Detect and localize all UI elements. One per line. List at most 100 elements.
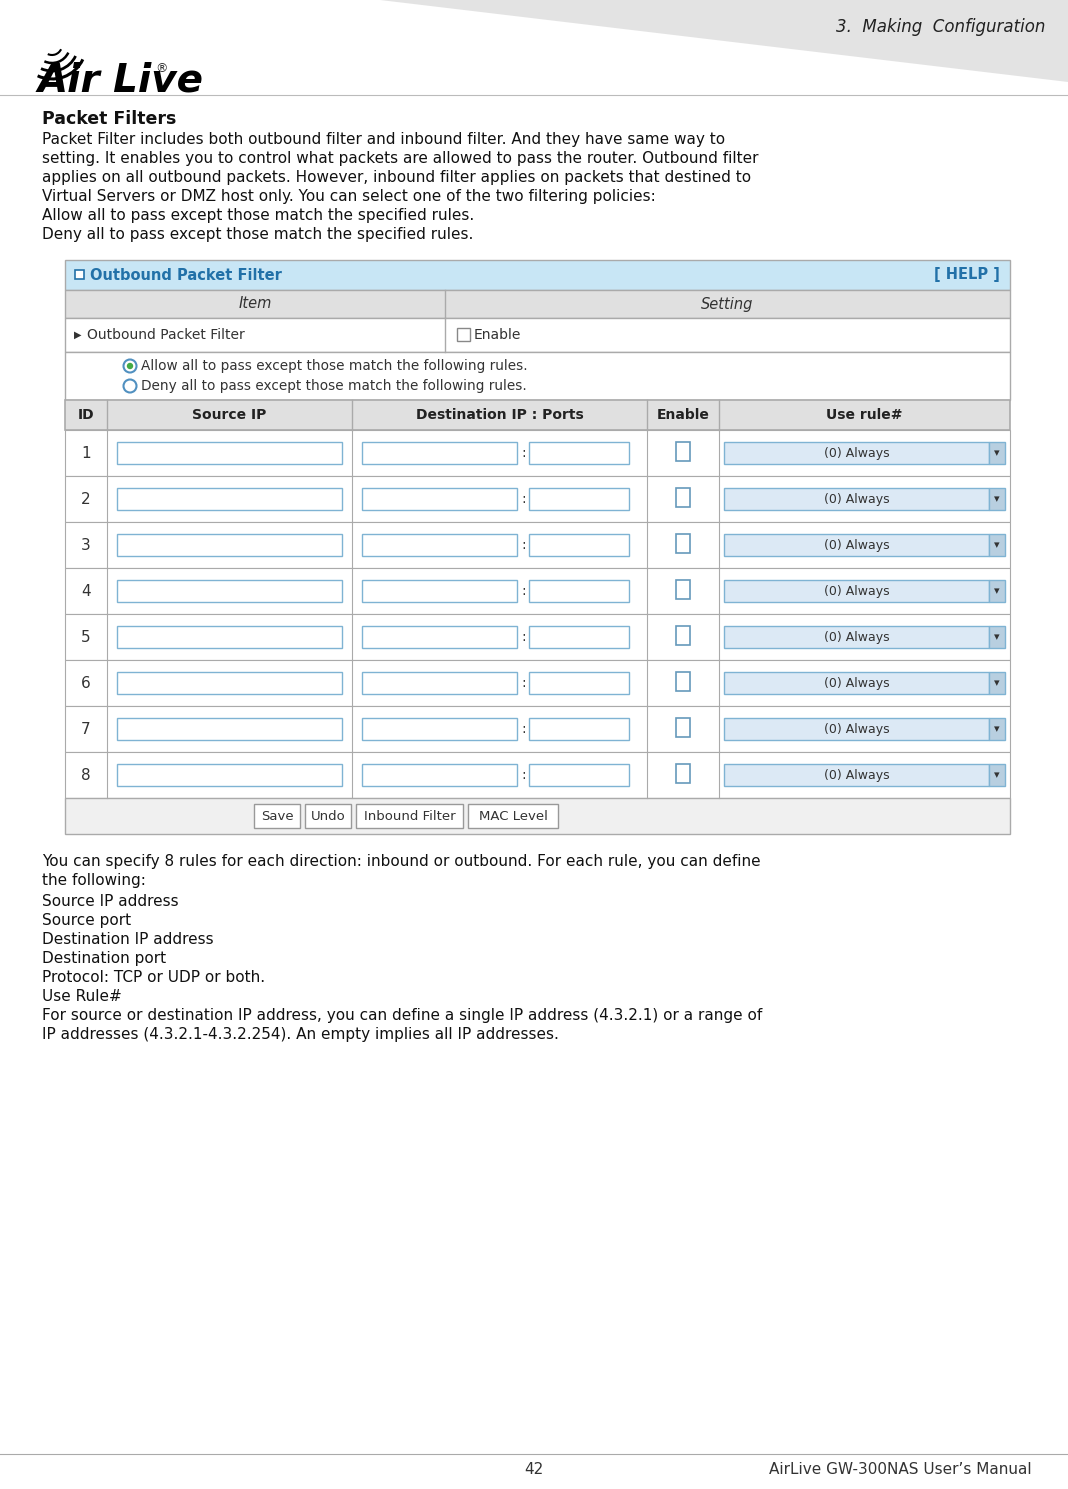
- FancyBboxPatch shape: [117, 672, 342, 694]
- Text: Packet Filters: Packet Filters: [42, 110, 176, 128]
- Text: Deny all to pass except those match the specified rules.: Deny all to pass except those match the …: [42, 226, 473, 243]
- Text: (0) Always: (0) Always: [823, 768, 890, 782]
- FancyBboxPatch shape: [989, 625, 1005, 648]
- Text: (0) Always: (0) Always: [823, 630, 890, 643]
- FancyBboxPatch shape: [676, 488, 690, 506]
- Text: (0) Always: (0) Always: [823, 676, 890, 689]
- FancyBboxPatch shape: [362, 672, 517, 694]
- Text: (0) Always: (0) Always: [823, 539, 890, 551]
- Text: 3: 3: [81, 538, 91, 552]
- Polygon shape: [380, 0, 1068, 82]
- Text: Setting: Setting: [702, 296, 754, 311]
- FancyBboxPatch shape: [989, 488, 1005, 511]
- Text: Destination IP address: Destination IP address: [42, 932, 214, 947]
- Text: Virtual Servers or DMZ host only. You can select one of the two filtering polici: Virtual Servers or DMZ host only. You ca…: [42, 189, 656, 204]
- Text: Use Rule#: Use Rule#: [42, 989, 122, 1004]
- FancyBboxPatch shape: [362, 488, 517, 511]
- Text: 5: 5: [81, 630, 91, 645]
- FancyBboxPatch shape: [457, 328, 470, 341]
- FancyBboxPatch shape: [65, 401, 1010, 430]
- Text: (0) Always: (0) Always: [823, 585, 890, 597]
- FancyBboxPatch shape: [529, 581, 629, 602]
- Text: applies on all outbound packets. However, inbound filter applies on packets that: applies on all outbound packets. However…: [42, 170, 751, 185]
- FancyBboxPatch shape: [254, 804, 300, 828]
- FancyBboxPatch shape: [529, 718, 629, 740]
- Text: ®: ®: [155, 63, 168, 74]
- FancyBboxPatch shape: [117, 764, 342, 786]
- Text: :: :: [521, 447, 525, 460]
- Text: (0) Always: (0) Always: [823, 447, 890, 460]
- FancyBboxPatch shape: [65, 567, 1010, 613]
- Text: MAC Level: MAC Level: [478, 810, 548, 822]
- FancyBboxPatch shape: [305, 804, 351, 828]
- Text: 2: 2: [81, 491, 91, 506]
- Text: the following:: the following:: [42, 873, 146, 887]
- FancyBboxPatch shape: [362, 442, 517, 465]
- FancyBboxPatch shape: [356, 804, 464, 828]
- Circle shape: [124, 359, 137, 372]
- FancyBboxPatch shape: [362, 535, 517, 555]
- Text: :: :: [521, 722, 525, 736]
- Text: (0) Always: (0) Always: [823, 493, 890, 505]
- FancyBboxPatch shape: [65, 319, 1010, 351]
- Text: 4: 4: [81, 584, 91, 599]
- Text: ▾: ▾: [994, 770, 1000, 780]
- Text: ▾: ▾: [994, 724, 1000, 734]
- FancyBboxPatch shape: [65, 351, 1010, 401]
- FancyBboxPatch shape: [65, 706, 1010, 752]
- FancyBboxPatch shape: [724, 535, 989, 555]
- FancyBboxPatch shape: [529, 625, 629, 648]
- FancyBboxPatch shape: [65, 752, 1010, 798]
- Text: Item: Item: [238, 296, 271, 311]
- Text: Allow all to pass except those match the specified rules.: Allow all to pass except those match the…: [42, 208, 474, 223]
- FancyBboxPatch shape: [65, 290, 1010, 319]
- FancyBboxPatch shape: [724, 764, 989, 786]
- Text: You can specify 8 rules for each direction: inbound or outbound. For each rule, : You can specify 8 rules for each directi…: [42, 855, 760, 870]
- Text: 7: 7: [81, 722, 91, 737]
- Text: ▾: ▾: [994, 587, 1000, 596]
- Text: 42: 42: [524, 1462, 544, 1477]
- Text: Undo: Undo: [311, 810, 345, 822]
- FancyBboxPatch shape: [362, 764, 517, 786]
- Text: Inbound Filter: Inbound Filter: [364, 810, 455, 822]
- Text: Source IP: Source IP: [192, 408, 267, 421]
- FancyBboxPatch shape: [989, 535, 1005, 555]
- Text: Air Live: Air Live: [38, 63, 204, 100]
- Text: Save: Save: [261, 810, 294, 822]
- Text: Enable: Enable: [657, 408, 709, 421]
- Text: 3.  Making  Configuration: 3. Making Configuration: [835, 18, 1045, 36]
- Text: :: :: [521, 630, 525, 645]
- FancyBboxPatch shape: [65, 798, 1010, 834]
- FancyBboxPatch shape: [676, 672, 690, 691]
- FancyBboxPatch shape: [65, 613, 1010, 660]
- FancyBboxPatch shape: [65, 476, 1010, 523]
- FancyBboxPatch shape: [117, 488, 342, 511]
- Text: Allow all to pass except those match the following rules.: Allow all to pass except those match the…: [141, 359, 528, 374]
- Text: 6: 6: [81, 676, 91, 691]
- Text: ▾: ▾: [994, 541, 1000, 549]
- FancyBboxPatch shape: [724, 581, 989, 602]
- Text: Source IP address: Source IP address: [42, 893, 178, 908]
- FancyBboxPatch shape: [989, 764, 1005, 786]
- FancyBboxPatch shape: [117, 718, 342, 740]
- FancyBboxPatch shape: [468, 804, 557, 828]
- FancyBboxPatch shape: [362, 625, 517, 648]
- FancyBboxPatch shape: [989, 672, 1005, 694]
- FancyBboxPatch shape: [117, 442, 342, 465]
- Text: Enable: Enable: [474, 328, 521, 342]
- Text: Destination port: Destination port: [42, 951, 167, 966]
- Text: Packet Filter includes both outbound filter and inbound filter. And they have sa: Packet Filter includes both outbound fil…: [42, 133, 725, 147]
- FancyBboxPatch shape: [362, 581, 517, 602]
- FancyBboxPatch shape: [65, 430, 1010, 476]
- Text: setting. It enables you to control what packets are allowed to pass the router. : setting. It enables you to control what …: [42, 150, 758, 165]
- FancyBboxPatch shape: [676, 625, 690, 645]
- FancyBboxPatch shape: [676, 442, 690, 460]
- FancyBboxPatch shape: [989, 442, 1005, 465]
- Text: For source or destination IP address, you can define a single IP address (4.3.2.: For source or destination IP address, yo…: [42, 1008, 763, 1023]
- FancyBboxPatch shape: [65, 523, 1010, 567]
- Text: IP addresses (4.3.2.1-4.3.2.254). An empty implies all IP addresses.: IP addresses (4.3.2.1-4.3.2.254). An emp…: [42, 1027, 559, 1042]
- FancyBboxPatch shape: [989, 581, 1005, 602]
- FancyBboxPatch shape: [676, 581, 690, 599]
- Text: ID: ID: [78, 408, 94, 421]
- Text: :: :: [521, 768, 525, 782]
